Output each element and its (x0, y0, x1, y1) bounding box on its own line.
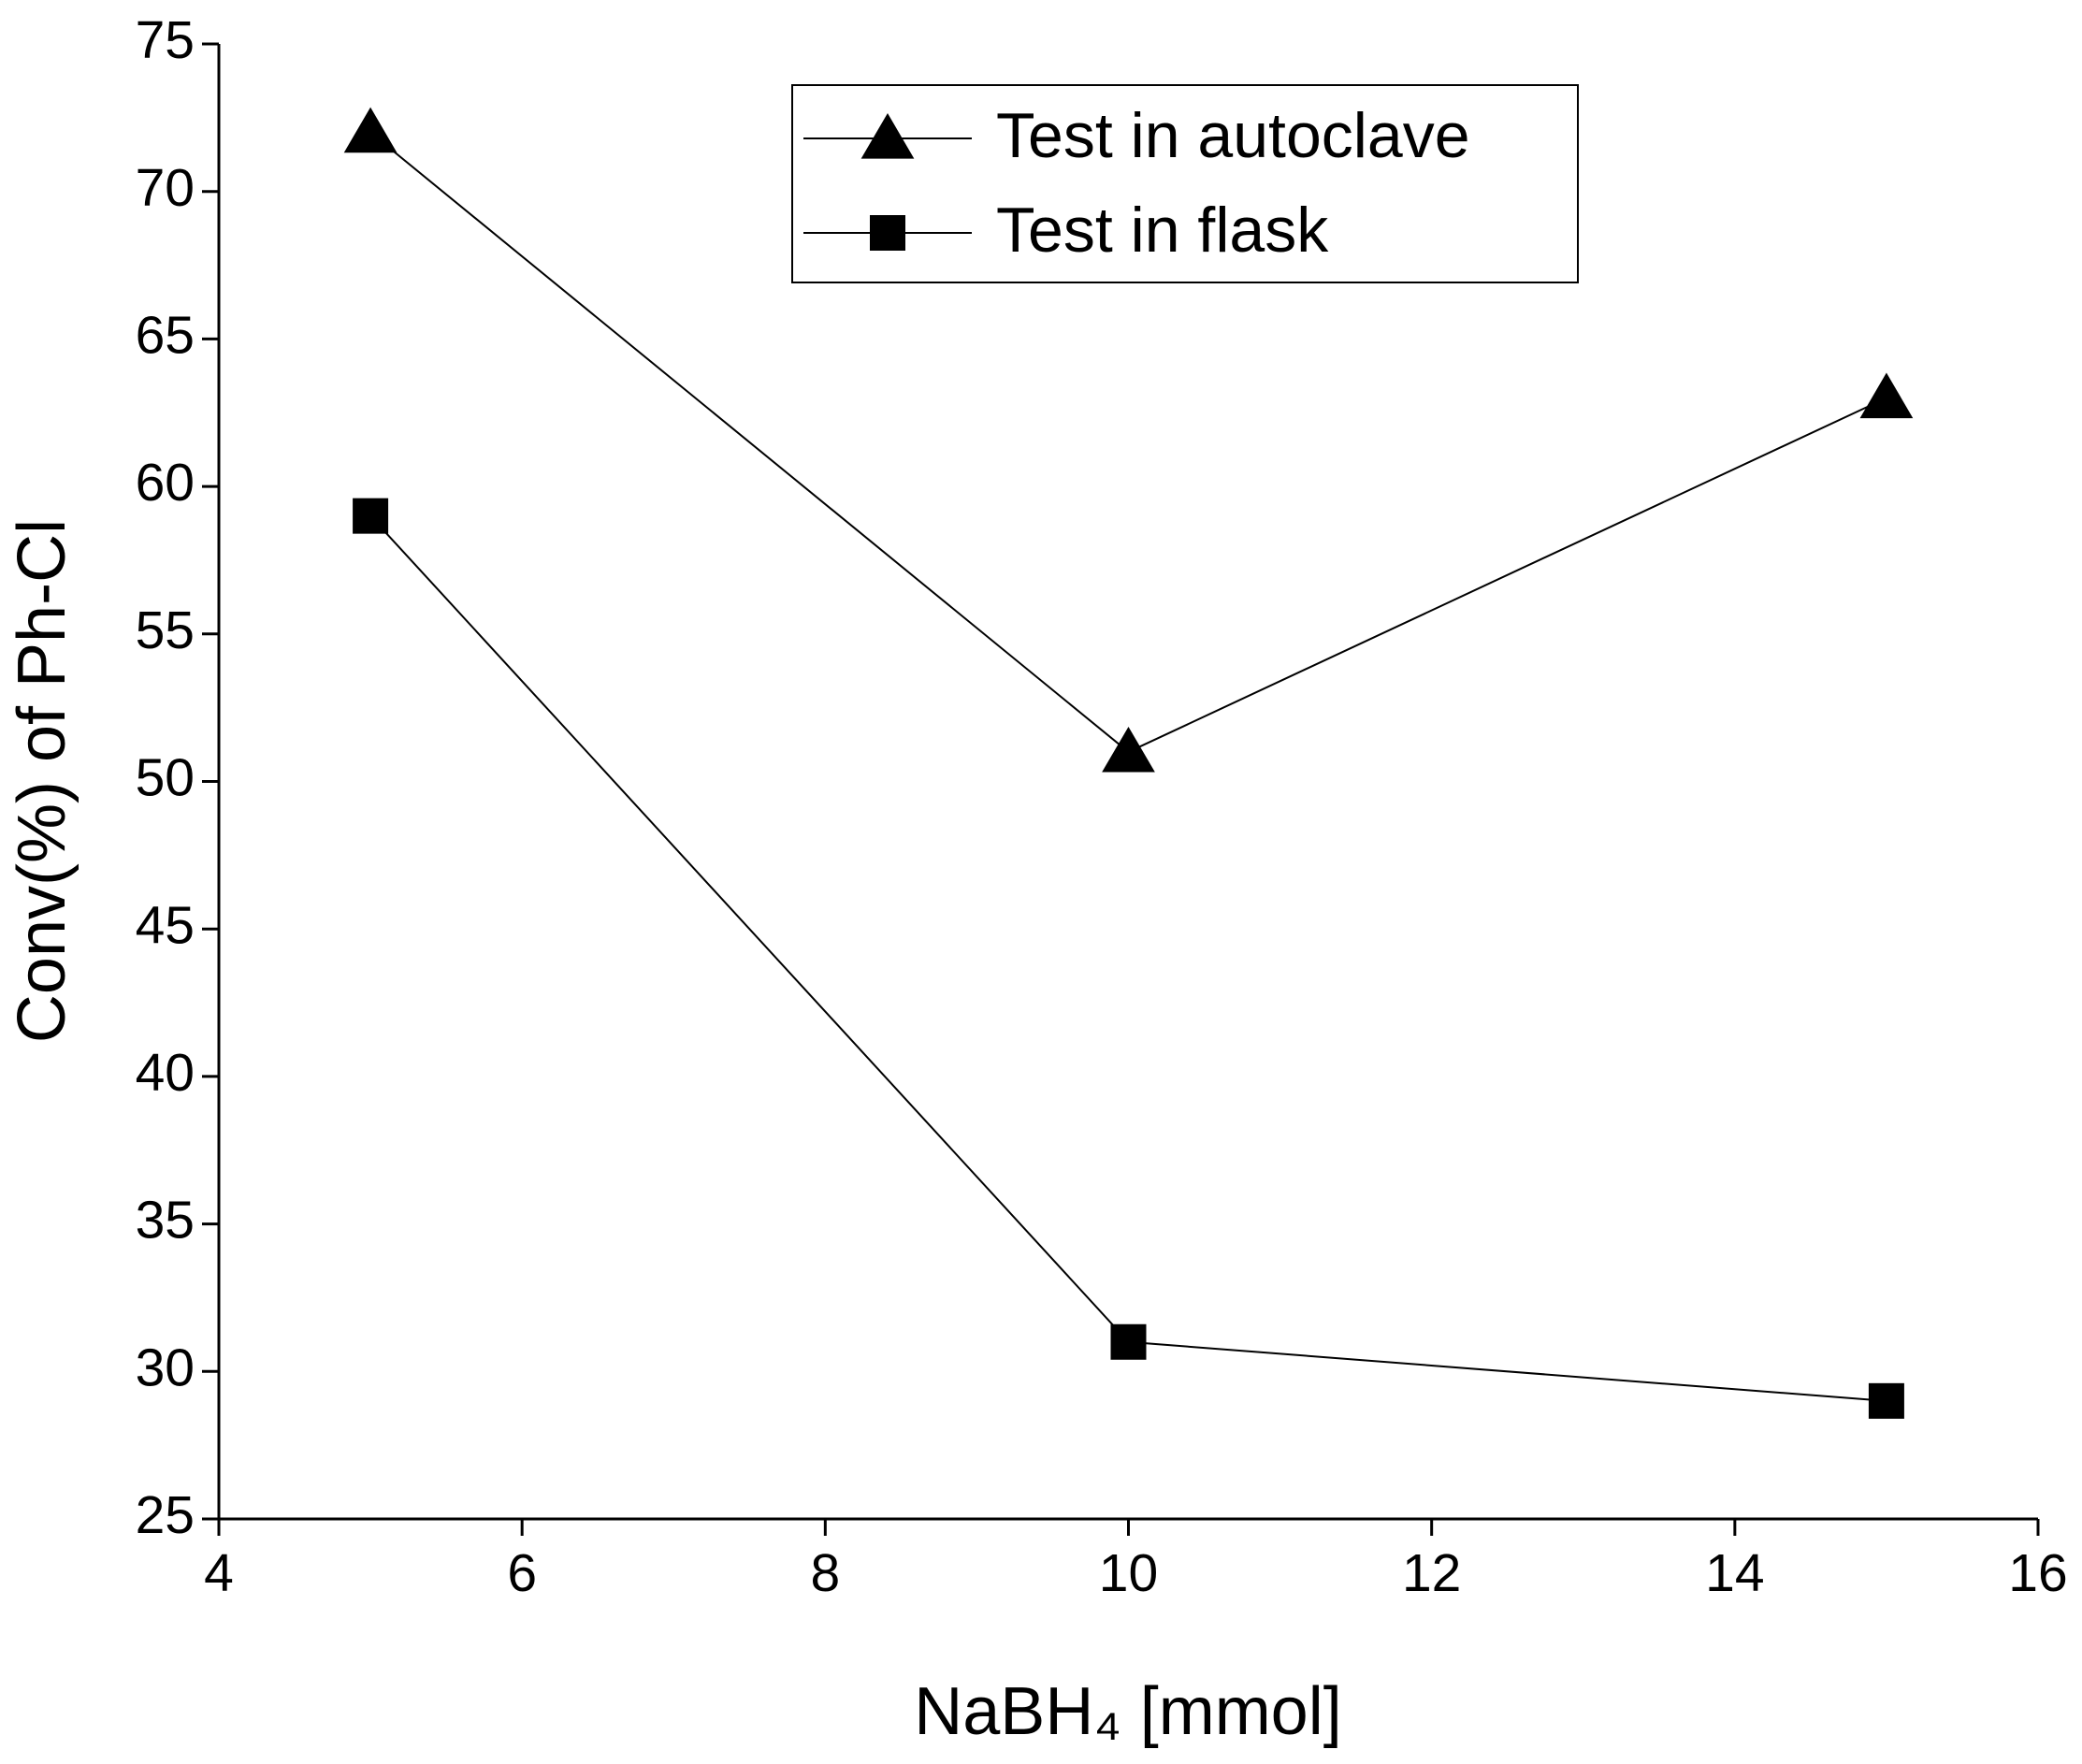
y-tick-label: 40 (136, 1043, 195, 1103)
x-tick-label: 16 (2008, 1543, 2067, 1603)
x-tick-label: 12 (1402, 1543, 1461, 1603)
series-line (369, 514, 1887, 1402)
legend-label: Test in autoclave (996, 100, 1470, 171)
x-tick-label: 8 (810, 1543, 840, 1603)
y-tick-label: 45 (136, 895, 195, 955)
marker (860, 113, 915, 159)
marker (1110, 1323, 1147, 1360)
y-tick-label: 70 (136, 158, 195, 218)
marker (1102, 726, 1155, 773)
marker (343, 107, 398, 153)
x-tick-label: 4 (204, 1543, 234, 1603)
y-tick-label: 35 (136, 1191, 195, 1251)
y-tick-label: 30 (136, 1337, 195, 1397)
y-tick-label: 55 (136, 600, 195, 660)
marker (870, 215, 905, 251)
x-tick-label: 10 (1099, 1543, 1158, 1603)
y-tick-label: 65 (136, 305, 195, 365)
marker (1868, 1382, 1904, 1419)
y-tick-label: 25 (136, 1485, 195, 1545)
legend-box (791, 84, 1579, 283)
marker (353, 498, 389, 534)
y-tick-label: 75 (136, 10, 195, 70)
legend-label: Test in flask (996, 195, 1329, 266)
y-axis-label: Conv(%) of Ph-Cl (5, 519, 80, 1043)
x-tick-label: 14 (1705, 1543, 1764, 1603)
y-tick-label: 50 (136, 748, 195, 808)
x-axis-label: NaBH₄ [mmol] (914, 1674, 1341, 1749)
marker (1859, 372, 1914, 419)
x-tick-label: 6 (507, 1543, 537, 1603)
y-tick-label: 60 (136, 453, 195, 513)
